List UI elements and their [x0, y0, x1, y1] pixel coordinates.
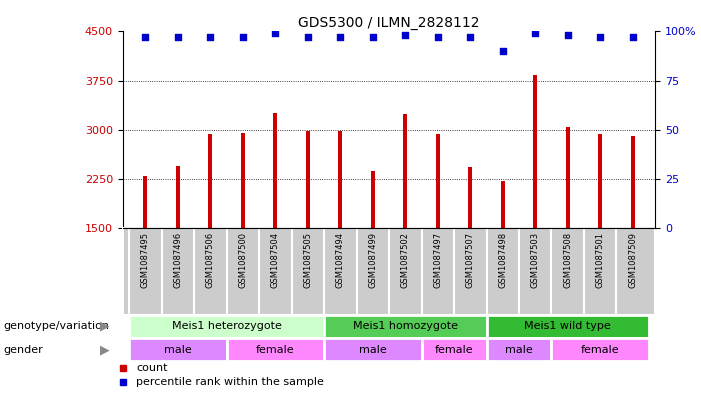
- Point: [237, 34, 248, 40]
- Text: GSM1087497: GSM1087497: [433, 232, 442, 288]
- Text: Meis1 heterozygote: Meis1 heterozygote: [172, 321, 282, 331]
- Text: ▶: ▶: [100, 343, 110, 356]
- Point: [302, 34, 313, 40]
- Text: Meis1 wild type: Meis1 wild type: [524, 321, 611, 331]
- Bar: [436, 134, 440, 228]
- Point: [627, 34, 639, 40]
- Point: [465, 34, 476, 40]
- Bar: [501, 181, 505, 228]
- Text: GSM1087496: GSM1087496: [173, 232, 182, 288]
- Text: GSM1087507: GSM1087507: [465, 232, 475, 288]
- Text: GSM1087506: GSM1087506: [206, 232, 215, 288]
- Bar: [208, 134, 212, 228]
- Text: Meis1 homozygote: Meis1 homozygote: [353, 321, 458, 331]
- Text: female: female: [435, 345, 473, 354]
- Point: [270, 30, 281, 37]
- Text: GSM1087509: GSM1087509: [628, 232, 637, 288]
- Text: percentile rank within the sample: percentile rank within the sample: [136, 377, 324, 387]
- Bar: [226, 338, 324, 362]
- Text: GSM1087500: GSM1087500: [238, 232, 247, 288]
- Bar: [241, 133, 245, 228]
- Point: [400, 32, 411, 39]
- Point: [497, 48, 508, 54]
- Point: [172, 34, 184, 40]
- Title: GDS5300 / ILMN_2828112: GDS5300 / ILMN_2828112: [299, 17, 479, 30]
- Text: count: count: [136, 363, 168, 373]
- Bar: [403, 114, 407, 228]
- Text: GSM1087502: GSM1087502: [401, 232, 410, 288]
- Point: [205, 34, 216, 40]
- Text: male: male: [359, 345, 387, 354]
- Bar: [421, 338, 486, 362]
- Point: [334, 34, 346, 40]
- Text: female: female: [581, 345, 620, 354]
- Bar: [129, 338, 226, 362]
- Bar: [176, 166, 180, 228]
- Text: GSM1087498: GSM1087498: [498, 232, 508, 288]
- Text: male: male: [505, 345, 533, 354]
- Text: GSM1087501: GSM1087501: [596, 232, 605, 288]
- Bar: [339, 130, 342, 228]
- Text: female: female: [256, 345, 294, 354]
- Bar: [273, 113, 278, 228]
- Text: GSM1087505: GSM1087505: [304, 232, 313, 288]
- Text: GSM1087499: GSM1087499: [368, 232, 377, 288]
- Text: GSM1087503: GSM1087503: [531, 232, 540, 288]
- Bar: [486, 314, 649, 338]
- Bar: [324, 338, 421, 362]
- Bar: [552, 338, 649, 362]
- Bar: [598, 134, 602, 228]
- Point: [530, 30, 541, 37]
- Bar: [144, 176, 147, 228]
- Point: [433, 34, 444, 40]
- Bar: [129, 314, 324, 338]
- Point: [139, 34, 151, 40]
- Bar: [371, 171, 375, 228]
- Point: [367, 34, 379, 40]
- Point: [594, 34, 606, 40]
- Text: GSM1087494: GSM1087494: [336, 232, 345, 288]
- Text: male: male: [164, 345, 192, 354]
- Text: GSM1087504: GSM1087504: [271, 232, 280, 288]
- Text: GSM1087508: GSM1087508: [563, 232, 572, 288]
- Text: GSM1087495: GSM1087495: [141, 232, 150, 288]
- Text: gender: gender: [4, 345, 43, 354]
- Bar: [468, 167, 472, 228]
- Text: genotype/variation: genotype/variation: [4, 321, 109, 331]
- Bar: [486, 338, 552, 362]
- Text: ▶: ▶: [100, 320, 110, 333]
- Point: [562, 32, 573, 39]
- Bar: [324, 314, 486, 338]
- Bar: [306, 131, 310, 228]
- Bar: [631, 136, 634, 228]
- Bar: [533, 75, 537, 228]
- Bar: [566, 127, 570, 228]
